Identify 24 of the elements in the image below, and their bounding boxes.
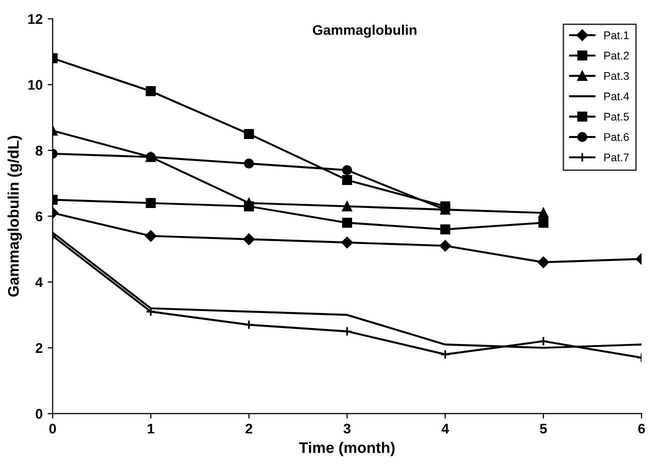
legend-label: Pat.3 <box>604 72 629 80</box>
legend-label: Pat.4 <box>604 92 630 100</box>
x-tick-label: 5 <box>540 424 547 434</box>
y-tick-label: 8 <box>36 146 42 156</box>
x-axis-title: Time (month) <box>299 442 395 456</box>
y-tick-label: 2 <box>36 343 42 353</box>
x-tick-label: 3 <box>344 424 350 434</box>
legend-label: Pat.2 <box>604 52 629 60</box>
x-tick-label: 4 <box>442 424 450 434</box>
x-tick-label: 6 <box>638 424 645 434</box>
y-tick-label: 12 <box>28 14 42 24</box>
legend-label: Pat.7 <box>604 154 629 162</box>
legend-label: Pat.6 <box>604 133 629 141</box>
chart-title: Gammaglobulin <box>312 24 416 38</box>
legend-label: Pat.5 <box>604 112 629 121</box>
y-tick-label: 6 <box>36 212 42 222</box>
x-tick-label: 1 <box>148 424 154 434</box>
y-tick-label: 10 <box>28 80 42 90</box>
x-tick-label: 2 <box>246 424 252 434</box>
y-tick-label: 0 <box>36 408 42 419</box>
y-tick-label: 4 <box>35 277 43 288</box>
x-tick-label: 0 <box>49 424 56 434</box>
y-axis-title: Gammaglobulin (g/dL) <box>8 136 22 297</box>
legend-label: Pat.1 <box>604 31 629 40</box>
